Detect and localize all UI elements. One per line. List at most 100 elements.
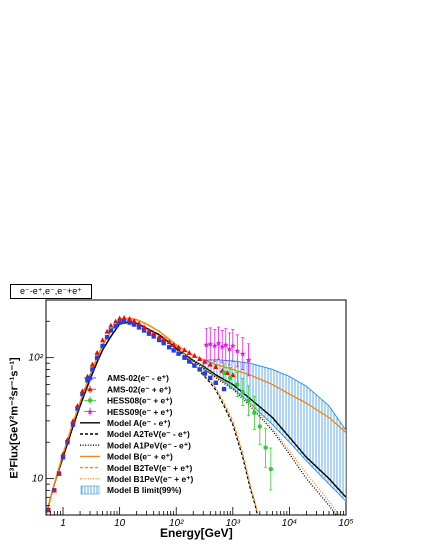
data-point-0-30 bbox=[192, 363, 197, 368]
data-point-0-35 bbox=[221, 386, 227, 392]
data-point-1-32 bbox=[202, 358, 208, 364]
data-point-0-5 bbox=[70, 422, 76, 427]
data-point-1-23 bbox=[156, 333, 162, 339]
data-point-2-7 bbox=[263, 445, 268, 450]
data-point-2-5 bbox=[252, 410, 257, 416]
data-point-0-26 bbox=[171, 348, 176, 353]
data-point-0-19 bbox=[136, 325, 142, 330]
x-tick-label-0: 1 bbox=[60, 518, 66, 529]
x-tick-label-4: 10⁴ bbox=[282, 518, 297, 529]
data-point-1-21 bbox=[146, 327, 152, 333]
data-point-1-16 bbox=[121, 315, 127, 320]
data-point-0-15 bbox=[117, 320, 122, 325]
data-point-0-4 bbox=[65, 440, 70, 445]
data-point-0-3 bbox=[60, 455, 66, 460]
x-tick-label-1: 10 bbox=[114, 518, 126, 529]
legend-swatch-1 bbox=[87, 386, 93, 392]
data-point-1-13 bbox=[108, 322, 114, 328]
plot-area bbox=[46, 315, 346, 515]
data-point-1-12 bbox=[104, 328, 110, 334]
data-point-1-7 bbox=[79, 388, 86, 394]
data-point-2-0 bbox=[221, 370, 227, 375]
data-point-0-23 bbox=[156, 337, 162, 343]
data-point-1-0 bbox=[46, 507, 51, 513]
data-point-0-12 bbox=[104, 334, 110, 340]
data-point-0-20 bbox=[141, 328, 147, 333]
data-point-0-34 bbox=[213, 380, 218, 385]
data-point-0-7 bbox=[80, 391, 85, 397]
data-point-2-3 bbox=[240, 389, 245, 395]
legend-label-8: Model B2TeV(e⁻ + e⁺) bbox=[107, 463, 192, 473]
data-point-1-26 bbox=[171, 342, 177, 347]
legend-label-0: AMS-02(e⁻ - e⁺) bbox=[107, 373, 169, 383]
data-point-0-17 bbox=[127, 320, 132, 325]
legend: AMS-02(e⁻ - e⁺)AMS-02(e⁻ + e⁺) HESS08(e⁻ … bbox=[80, 373, 194, 495]
data-point-1-18 bbox=[131, 318, 137, 323]
data-point-3-0 bbox=[203, 341, 210, 348]
legend-label-9: Model B1PeV(e⁻ + e⁺) bbox=[107, 474, 194, 484]
data-point-2-6 bbox=[257, 424, 263, 429]
data-point-3-8 bbox=[234, 348, 241, 354]
data-point-1-20 bbox=[141, 324, 147, 330]
axes: 1 10 10² 10³ 10⁴ 10⁵ 10 10² bbox=[29, 299, 354, 529]
data-point-2-8 bbox=[268, 466, 274, 472]
series-line-1 bbox=[46, 321, 258, 515]
legend-label-6: Model A1PeV(e⁻ - e⁺) bbox=[107, 440, 191, 450]
data-point-1-37 bbox=[230, 372, 236, 378]
data-point-1-27 bbox=[175, 344, 182, 350]
data-point-1-1 bbox=[51, 487, 57, 493]
data-point-1-31 bbox=[197, 356, 203, 361]
legend-label-3: HESS09(e⁻ + e⁺) bbox=[107, 407, 173, 417]
plot-frame bbox=[45, 299, 347, 516]
data-point-0-27 bbox=[176, 351, 181, 356]
data-point-1-5 bbox=[70, 418, 76, 424]
data-point-1-10 bbox=[94, 349, 100, 355]
data-point-1-9 bbox=[89, 361, 95, 367]
data-point-0-10 bbox=[94, 355, 100, 360]
data-point-2-2 bbox=[235, 382, 240, 387]
data-point-3-10 bbox=[245, 357, 252, 363]
data-point-1-36 bbox=[224, 370, 230, 375]
data-point-1-30 bbox=[191, 352, 198, 358]
data-point-1-14 bbox=[113, 318, 119, 324]
data-point-1-29 bbox=[186, 349, 192, 355]
data-point-0-21 bbox=[146, 331, 152, 336]
data-point-3-3 bbox=[215, 340, 222, 346]
data-point-1-34 bbox=[213, 364, 219, 370]
data-point-3-7 bbox=[230, 342, 236, 349]
data-point-1-22 bbox=[151, 330, 157, 336]
data-point-3-1 bbox=[207, 341, 214, 347]
legend-label-7: Model B(e⁻ + e⁺) bbox=[107, 452, 173, 462]
x-axis-label: Energy[GeV] bbox=[160, 526, 233, 540]
data-point-3-5 bbox=[222, 341, 229, 348]
data-point-0-18 bbox=[131, 322, 137, 327]
data-point-1-33 bbox=[207, 361, 213, 367]
data-point-1-15 bbox=[117, 315, 123, 321]
data-point-0-9 bbox=[90, 367, 95, 372]
data-point-0-16 bbox=[121, 319, 127, 325]
data-point-1-4 bbox=[64, 436, 71, 442]
data-point-0-6 bbox=[75, 406, 80, 411]
data-point-2-1 bbox=[228, 375, 233, 381]
data-point-0-8 bbox=[85, 378, 90, 383]
data-point-3-2 bbox=[211, 342, 218, 349]
data-point-1-2 bbox=[56, 470, 62, 476]
data-point-0-29 bbox=[187, 359, 192, 364]
data-point-0-31 bbox=[197, 367, 202, 372]
series-band-model-b-limit bbox=[202, 359, 346, 502]
series-line-2 bbox=[46, 321, 338, 515]
data-point-0-13 bbox=[108, 328, 114, 333]
legend-swatch-10 bbox=[80, 485, 100, 495]
data-point-0-24 bbox=[161, 340, 166, 346]
y-axis-label: E³Flux[GeV²m⁻²sr⁻¹s⁻¹] bbox=[8, 357, 21, 479]
x-tick-label-2: 10² bbox=[169, 518, 184, 529]
series-line-4 bbox=[46, 317, 259, 515]
data-point-3-6 bbox=[226, 346, 233, 352]
data-point-1-17 bbox=[126, 316, 133, 321]
data-point-3-9 bbox=[239, 350, 246, 357]
data-point-0-32 bbox=[202, 371, 208, 376]
data-point-1-25 bbox=[166, 339, 172, 345]
data-point-1-24 bbox=[161, 336, 167, 342]
